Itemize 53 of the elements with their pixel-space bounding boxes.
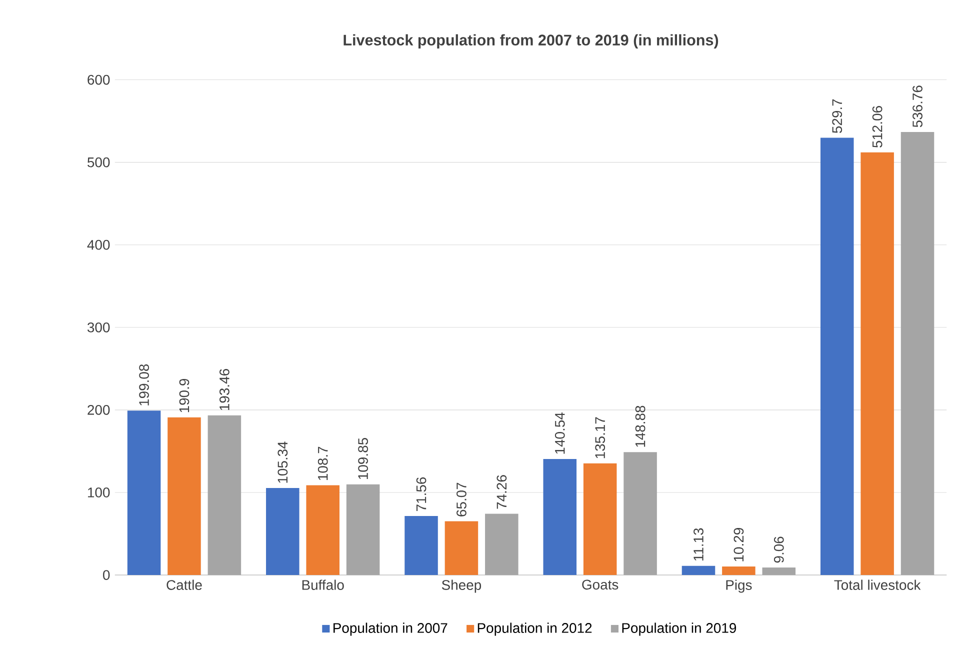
- x-tick-label: Total livestock: [834, 580, 921, 590]
- y-tick-label: 500: [88, 157, 110, 168]
- bar: [624, 452, 657, 575]
- y-tick-label: 100: [88, 487, 110, 498]
- data-label: 109.85: [358, 438, 368, 479]
- data-label: 193.46: [220, 368, 230, 410]
- bar: [682, 566, 716, 575]
- data-label: 10.29: [734, 528, 744, 562]
- data-label: 536.76: [912, 86, 922, 128]
- x-tick-label: Cattle: [166, 580, 202, 590]
- bar: [722, 566, 756, 575]
- bar: [820, 138, 854, 575]
- bar: [543, 458, 577, 575]
- legend-label: Population in 2012: [478, 622, 592, 636]
- legend-label: Population in 2007: [334, 622, 448, 636]
- chart-title: Livestock population from 2007 to 2019 (in millions): [344, 34, 718, 48]
- bar: [266, 488, 300, 575]
- bar: [208, 415, 242, 575]
- data-label: 71.56: [416, 477, 426, 511]
- legend-label: Population in 2019: [622, 622, 736, 636]
- data-label: 108.7: [318, 446, 328, 480]
- bar: [485, 514, 518, 575]
- data-label: 148.88: [635, 406, 646, 447]
- bar: [346, 484, 380, 575]
- y-tick-label: 600: [88, 74, 110, 85]
- x-tick-label: Goats: [582, 580, 618, 590]
- bar: [444, 521, 478, 575]
- bar: [900, 132, 934, 575]
- bar: [127, 410, 161, 575]
- x-tick-label: Buffalo: [302, 580, 344, 590]
- y-tick-label: 200: [88, 404, 110, 415]
- y-tick-label: 0: [103, 570, 110, 580]
- data-label: 140.54: [554, 412, 565, 454]
- data-label: 74.26: [496, 475, 507, 509]
- data-label: 105.34: [278, 442, 288, 483]
- bar: [306, 485, 340, 575]
- data-label: 529.7: [832, 99, 842, 133]
- bar: [168, 417, 201, 575]
- x-tick-label: Sheep: [442, 580, 482, 593]
- data-label: 190.9: [179, 378, 190, 412]
- y-tick-label: 400: [87, 240, 110, 250]
- bar: [404, 516, 438, 575]
- y-tick-label: 300: [87, 322, 110, 332]
- data-label: 199.08: [139, 364, 149, 406]
- bar: [762, 567, 796, 575]
- data-label: 512.06: [872, 106, 882, 148]
- data-label: 9.06: [774, 536, 784, 563]
- bar: [583, 463, 617, 575]
- data-label: 11.13: [694, 528, 704, 560]
- data-label: 65.07: [456, 482, 466, 516]
- data-label: 135.17: [595, 417, 606, 458]
- bar: [860, 152, 894, 575]
- x-tick-label: Pigs: [726, 580, 752, 593]
